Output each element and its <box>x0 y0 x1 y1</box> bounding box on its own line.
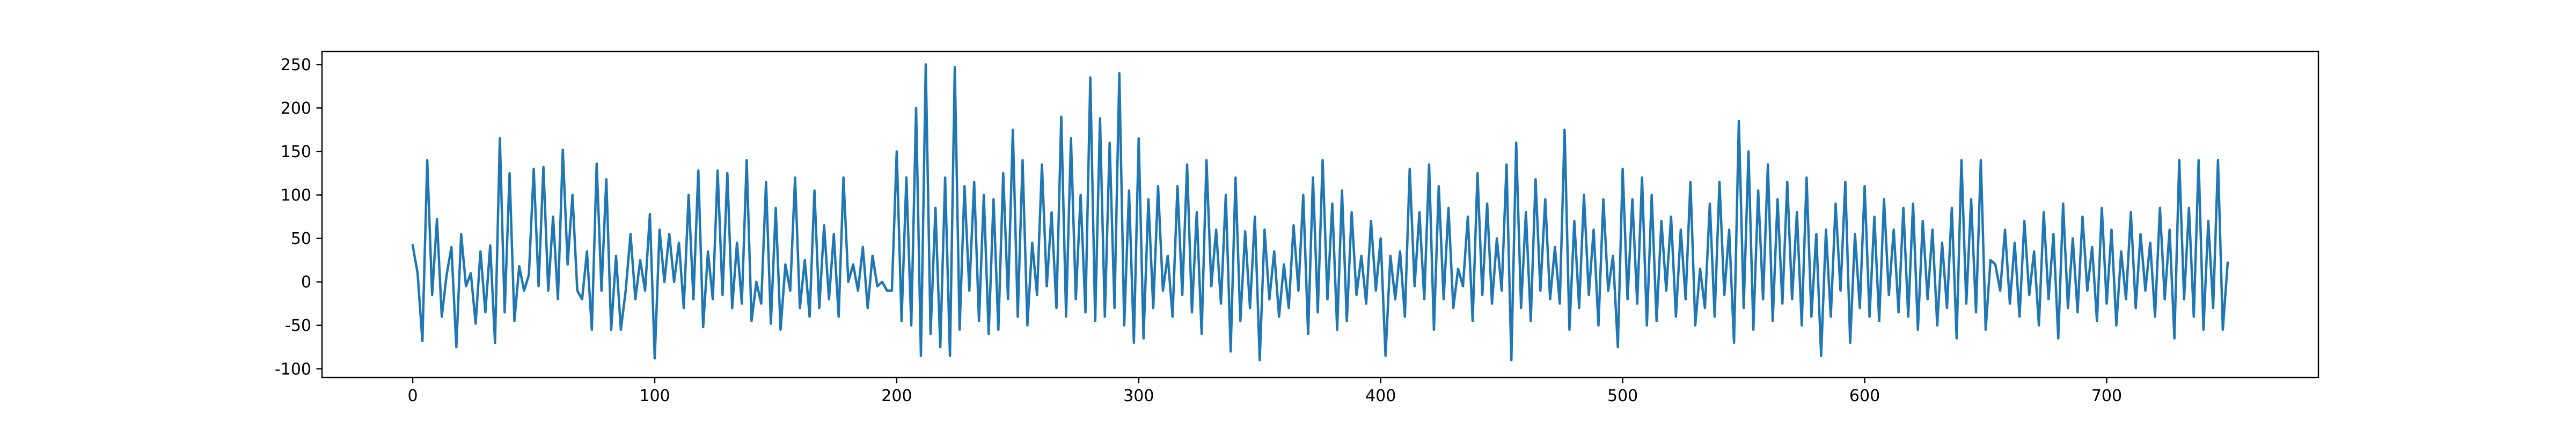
y-tick-label: -100 <box>275 360 311 379</box>
x-tick-label: 300 <box>1123 387 1154 405</box>
y-tick-label: 50 <box>291 230 311 248</box>
x-tick-label: 400 <box>1365 387 1396 405</box>
axes-frame <box>321 50 2319 379</box>
series-line-0 <box>411 63 2229 361</box>
y-tick-label: 250 <box>281 56 311 75</box>
y-tick-label: -50 <box>285 316 311 335</box>
y-tick-label: 100 <box>281 186 311 205</box>
y-tick-label: 200 <box>281 99 311 118</box>
x-tick-label: 100 <box>639 387 670 405</box>
axes: 0 100 200 300 400 500 600 700 -100 -50 0 50 100 150 20… <box>275 50 2319 405</box>
x-tick-label: 600 <box>1849 387 1880 405</box>
y-tick-label: 0 <box>301 273 311 292</box>
y-tick-label: 150 <box>281 143 311 161</box>
plot-area <box>411 63 2229 361</box>
x-tick-label: 200 <box>881 387 912 405</box>
x-tick-label: 500 <box>1607 387 1638 405</box>
x-tick-label: 700 <box>2091 387 2122 405</box>
x-tick-label: 0 <box>408 387 418 405</box>
